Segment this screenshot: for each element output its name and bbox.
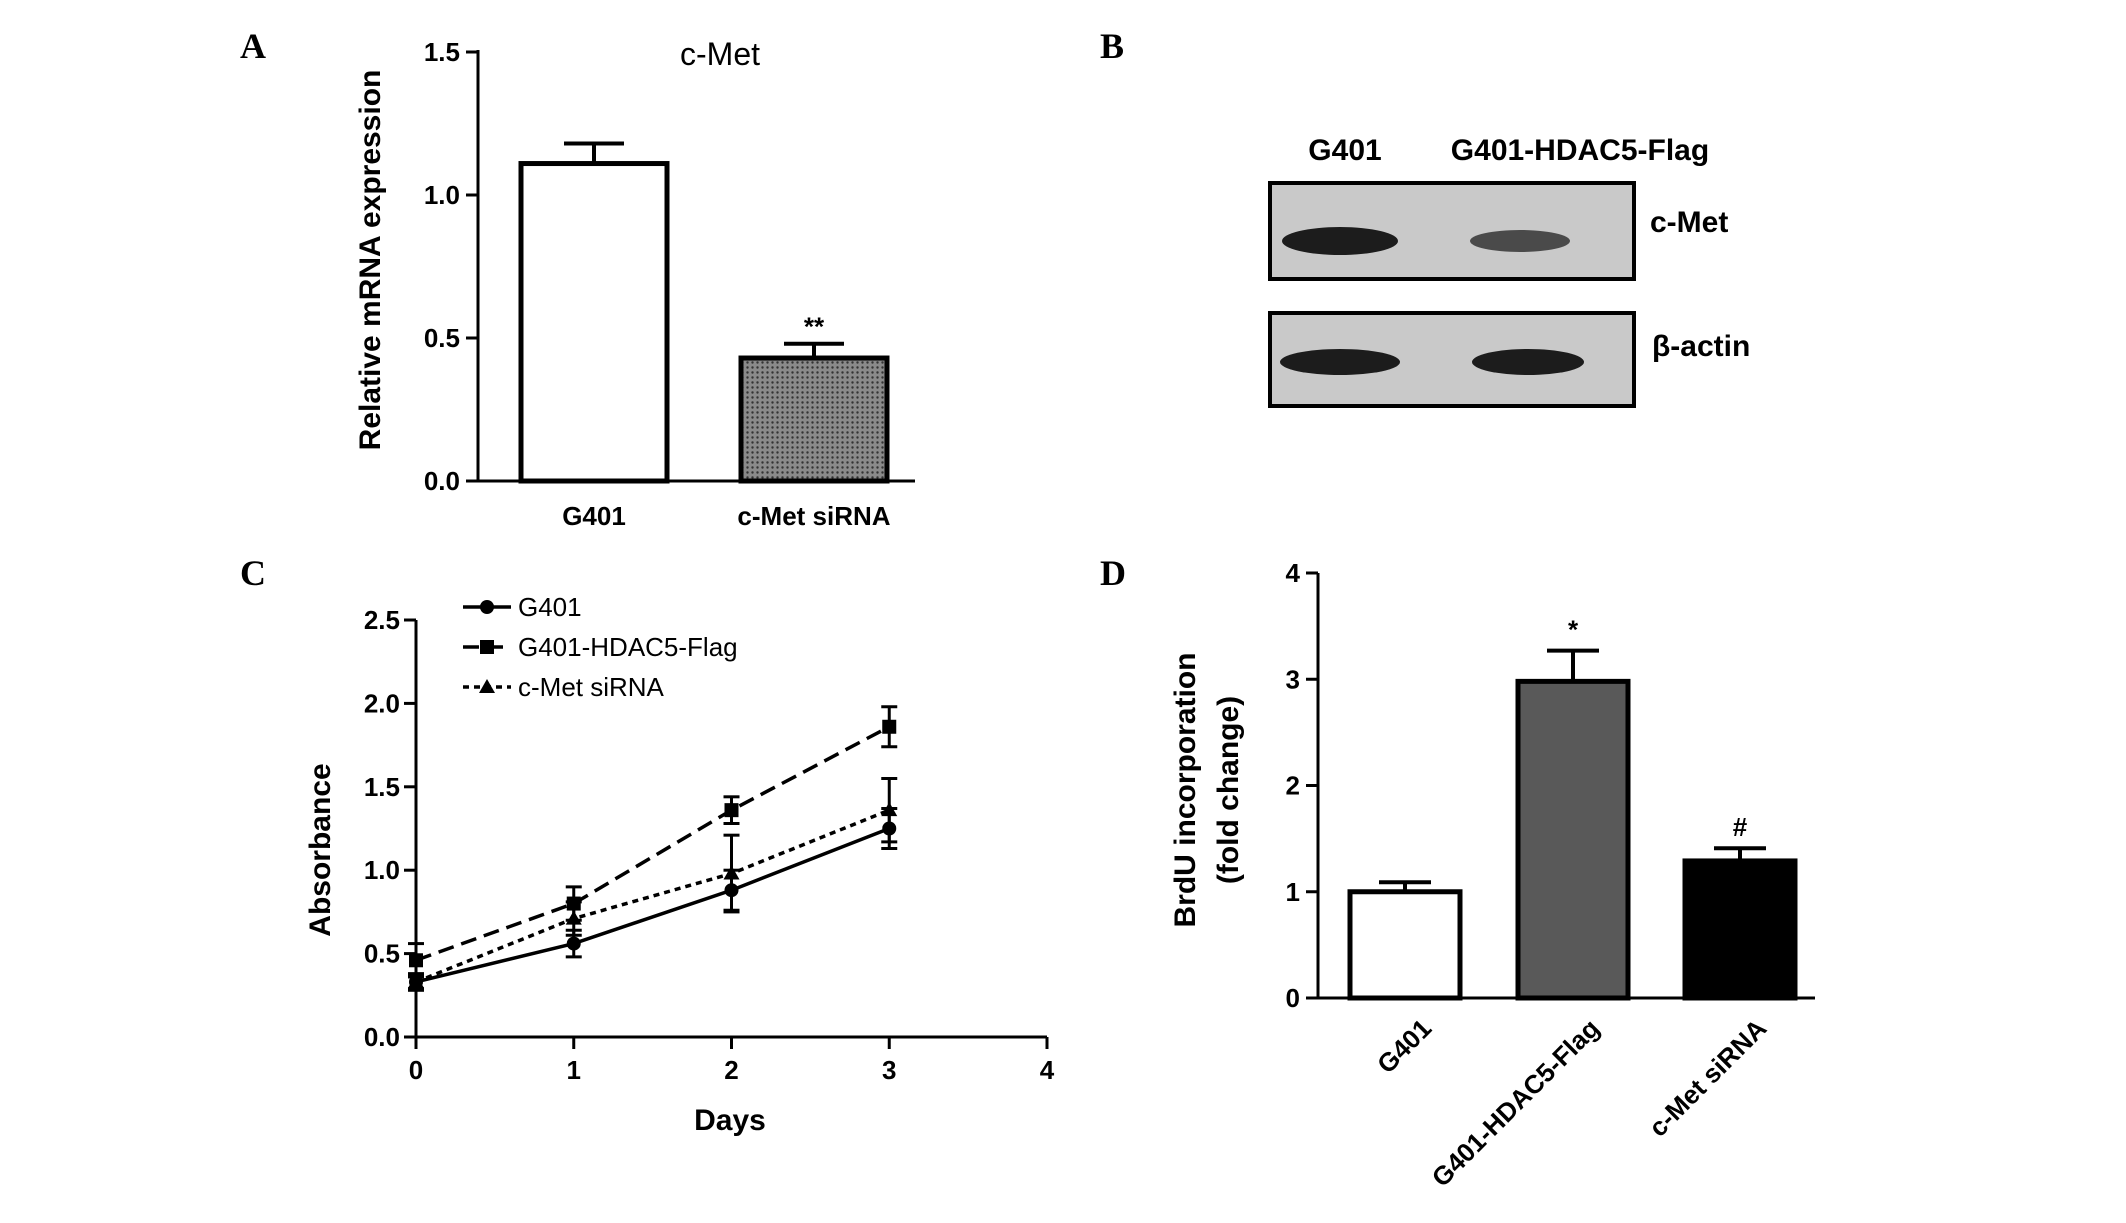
- panel-d-x-tick-label: c-Met siRNA: [1643, 1013, 1773, 1143]
- panel-c-y-tick-label: 1.0: [364, 855, 400, 885]
- blot-band-c-met-g401: [1282, 227, 1398, 255]
- panel-a-y-tick-label: 1.0: [424, 180, 460, 210]
- panel-a-y-tick-label: 1.5: [424, 37, 460, 67]
- panel-c-legend-label: G401-HDAC5-Flag: [518, 632, 738, 662]
- panel-c-x-tick-label: 4: [1040, 1055, 1055, 1085]
- panel-c-point-2-2: [723, 865, 740, 880]
- panel-c-series-line-0: [415, 826, 890, 984]
- panel-label-c: C: [240, 553, 266, 593]
- panel-c-y-tick-label: 1.5: [364, 772, 400, 802]
- panel-a-significance-mark: **: [804, 312, 825, 342]
- panel-c-x-tick-label: 0: [409, 1055, 423, 1085]
- panel-d-y-tick-label: 1: [1286, 877, 1300, 907]
- panel-a-x-tick-label: c-Met siRNA: [737, 501, 890, 531]
- panel-d-y-tick-label: 4: [1286, 558, 1301, 588]
- panel-c-point-0-1: [566, 936, 581, 951]
- blot-band-c-met-hdac5: [1470, 230, 1570, 252]
- panel-d-significance-mark: #: [1733, 812, 1748, 842]
- panel-d-y-tick-label: 3: [1286, 664, 1300, 694]
- panel-c-y-tick-label: 0.0: [364, 1022, 400, 1052]
- panel-c-point-2-1: [565, 910, 582, 925]
- blot-column-g401-hdac5-flag: G401-HDAC5-Flag: [1451, 134, 1709, 167]
- blot-row-beta-actin: β-actin: [1652, 330, 1750, 363]
- panel-label-a: A: [240, 26, 266, 66]
- panel-c-legend-marker: [480, 600, 494, 614]
- panel-d-y-axis-title-line2: (fold change): [1212, 696, 1245, 884]
- panel-c-point-1-2: [724, 803, 739, 818]
- panel-d-y-axis-title-line1: BrdU incorporation: [1169, 653, 1202, 928]
- panel-c-point-1-0: [409, 953, 423, 968]
- panel-label-d: D: [1100, 553, 1126, 593]
- panel-c-y-tick-label: 2.0: [364, 688, 400, 718]
- panel-a-y-axis-title: Relative mRNA expression: [354, 70, 387, 451]
- blot-column-g401: G401: [1308, 134, 1381, 167]
- panel-c-legend-marker: [480, 640, 494, 654]
- panel-c-x-axis-title: Days: [694, 1104, 766, 1137]
- panel-d-y-tick-label: 2: [1286, 771, 1300, 801]
- panel-c-x-tick-label: 1: [567, 1055, 581, 1085]
- panel-c-legend-label: c-Met siRNA: [518, 672, 665, 702]
- panel-a-y-tick-label: 0.0: [424, 466, 460, 496]
- panel-c-legend-label: G401: [518, 592, 582, 622]
- panel-a-y-tick-label: 0.5: [424, 323, 460, 353]
- panel-c-point-1-3: [882, 719, 897, 734]
- panel-d-bar-0: [1347, 889, 1463, 1001]
- panel-d-bar-1: [1515, 678, 1631, 1001]
- panel-d-y-tick-label: 0: [1286, 983, 1300, 1013]
- panel-d-x-tick-label: G401-HDAC5-Flag: [1426, 1013, 1606, 1193]
- panel-label-b: B: [1100, 26, 1124, 66]
- panel-d-bar-2: [1682, 858, 1798, 1001]
- panel-d-significance-mark: *: [1568, 615, 1579, 645]
- panel-a-bar-0: [518, 161, 670, 484]
- panel-c-y-tick-label: 0.5: [364, 939, 400, 969]
- panel-a-bar-1: [738, 355, 890, 484]
- panel-b-western-blot: G401 G401-HDAC5-Flag c-Met β-actin: [1268, 134, 1750, 408]
- panel-a-bar-chart: c-Met Relative mRNA expression 0.0 0.5 1.0…: [354, 36, 915, 531]
- panel-c-y-axis-title: Absorbance: [304, 763, 337, 936]
- panel-c-x-tick-label: 3: [882, 1055, 896, 1085]
- panel-c-x-tick-label: 2: [724, 1055, 738, 1085]
- panel-c-series-line-2: [415, 808, 890, 984]
- panel-d-bar-chart: BrdU incorporation (fold change) 0 1 2 3 4 G4…: [1169, 558, 1815, 1193]
- panel-c-series-line-1: [415, 725, 891, 962]
- panel-d-x-tick-label: G401: [1371, 1013, 1437, 1079]
- blot-band-beta-actin-g401: [1280, 349, 1400, 375]
- blot-row-c-met: c-Met: [1650, 206, 1728, 239]
- panel-c-line-chart: Days Absorbance 0.0 0.5 1.0 1.5 2.0 2.5 0 1 2 3 4 G…: [304, 592, 1055, 1137]
- panel-c-legend-marker: [479, 679, 495, 693]
- blot-band-beta-actin-hdac5: [1472, 349, 1584, 375]
- panel-c-point-2-3: [881, 802, 898, 817]
- panel-a-x-tick-label: G401: [562, 501, 626, 531]
- panel-c-point-2-0: [408, 973, 424, 988]
- panel-c-y-tick-label: 2.5: [364, 605, 400, 635]
- panel-a-title: c-Met: [680, 36, 760, 72]
- blot-membrane-c-met: [1268, 181, 1636, 281]
